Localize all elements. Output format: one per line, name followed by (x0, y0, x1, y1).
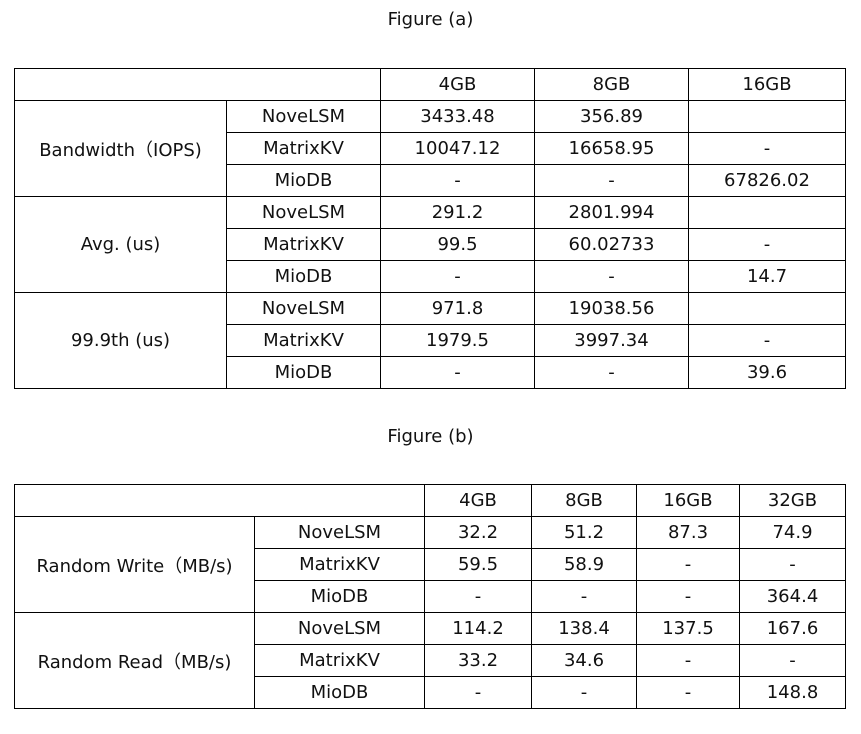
figure-b-table: 4GB 8GB 16GB 32GB Random Write（MB/s) NoveLSM 3… (14, 484, 846, 709)
table-row: Avg. (us) NoveLSM 291.2 2801.994 (14, 196, 846, 293)
value-cell: - (688, 324, 846, 357)
value-cell: - (531, 580, 637, 613)
value-cell: 19038.56 (534, 292, 689, 325)
column-header: 8GB (534, 68, 689, 101)
system-label: MatrixKV (226, 132, 381, 165)
value-cell: 39.6 (688, 356, 846, 389)
value-cell: 364.4 (739, 580, 846, 613)
system-label: MioDB (226, 260, 381, 293)
system-label: MatrixKV (254, 548, 425, 581)
value-cell: - (380, 260, 535, 293)
value-cell: - (636, 644, 740, 677)
value-cell: - (534, 356, 689, 389)
value-cell: 3433.48 (380, 100, 535, 133)
value-cell: 10047.12 (380, 132, 535, 165)
column-header: 16GB (688, 68, 846, 101)
value-cell: - (739, 548, 846, 581)
value-cell: 291.2 (380, 196, 535, 229)
value-cell: - (380, 164, 535, 197)
system-label: MioDB (226, 356, 381, 389)
metric-label: Random Read（MB/s) (14, 612, 255, 709)
value-cell: 3997.34 (534, 324, 689, 357)
column-header: 4GB (424, 484, 532, 517)
value-cell: - (688, 228, 846, 261)
value-cell: - (531, 676, 637, 709)
system-label: MioDB (254, 580, 425, 613)
value-cell: - (380, 356, 535, 389)
value-cell: 356.89 (534, 100, 689, 133)
value-cell: 1979.5 (380, 324, 535, 357)
value-cell: - (636, 580, 740, 613)
metric-label: 99.9th (us) (14, 292, 227, 389)
table-row: MatrixKV 59.5 58.9- - (15, 548, 846, 581)
value-cell: 34.6 (531, 644, 637, 677)
table-row: Random Write（MB/s) NoveLSM 32.2 51.2 87.3 74.… (14, 516, 846, 613)
value-cell: 60.02733 (534, 228, 689, 261)
figure-a-title: Figure (a) (387, 9, 474, 30)
system-label: NoveLSM (226, 196, 381, 229)
header-row: 4GB 8GB 16GB (14, 68, 846, 101)
column-header: 8GB (531, 484, 637, 517)
value-cell: 148.8 (739, 676, 846, 709)
table-row: 99.9th (us) NoveLSM 971.8 19038.56 (14, 292, 846, 389)
value-cell: 67826.02 (688, 164, 846, 197)
header-corner-cell (14, 484, 425, 517)
table-row: Bandwidth（IOPS) NoveLSM 3433.48 356.89 (14, 100, 846, 197)
system-label: MatrixKV (226, 228, 381, 261)
header-corner-cell (14, 68, 381, 101)
value-cell: - (636, 548, 740, 581)
value-cell: 114.2 (424, 612, 532, 645)
value-cell: 137.5 (636, 612, 740, 645)
table-row: MatrixKV 10047.12 16658.95- (15, 132, 846, 165)
value-cell: - (636, 676, 740, 709)
system-label: NoveLSM (226, 100, 381, 133)
value-cell: 74.9 (739, 516, 846, 549)
value-cell (688, 292, 846, 325)
value-cell: 59.5 (424, 548, 532, 581)
table-row: MioDB - - -148.8 (15, 676, 846, 709)
value-cell: 58.9 (531, 548, 637, 581)
system-label: NoveLSM (254, 516, 425, 549)
table-row: Random Read（MB/s) NoveLSM 114.2 138.4 137.5 1… (14, 612, 846, 709)
value-cell: - (534, 260, 689, 293)
table-row: MioDB - -14.7 (15, 260, 846, 293)
column-header: 16GB (636, 484, 740, 517)
value-cell: 167.6 (739, 612, 846, 645)
system-label: NoveLSM (226, 292, 381, 325)
table-row: MatrixKV 33.2 34.6- - (15, 644, 846, 677)
system-label: NoveLSM (254, 612, 425, 645)
value-cell: - (424, 676, 532, 709)
value-cell: - (424, 580, 532, 613)
value-cell (688, 196, 846, 229)
value-cell: 16658.95 (534, 132, 689, 165)
value-cell: 87.3 (636, 516, 740, 549)
metric-label: Bandwidth（IOPS) (14, 100, 227, 197)
figure-b-title: Figure (b) (387, 426, 474, 447)
value-cell: - (739, 644, 846, 677)
column-header: 32GB (739, 484, 846, 517)
value-cell: 138.4 (531, 612, 637, 645)
value-cell: 99.5 (380, 228, 535, 261)
value-cell: 14.7 (688, 260, 846, 293)
value-cell: 32.2 (424, 516, 532, 549)
value-cell: 33.2 (424, 644, 532, 677)
value-cell: - (688, 132, 846, 165)
column-header: 4GB (380, 68, 535, 101)
value-cell: 971.8 (380, 292, 535, 325)
metric-label: Random Write（MB/s) (14, 516, 255, 613)
table-row: MioDB - -39.6 (15, 356, 846, 389)
value-cell: - (534, 164, 689, 197)
header-row: 4GB 8GB 16GB 32GB (14, 484, 846, 517)
figure-a-table: 4GB 8GB 16GB Bandwidth（IOPS) NoveLSM 3433.48 3… (14, 68, 846, 389)
value-cell (688, 100, 846, 133)
metric-label: Avg. (us) (14, 196, 227, 293)
system-label: MioDB (226, 164, 381, 197)
value-cell: 51.2 (531, 516, 637, 549)
system-label: MioDB (254, 676, 425, 709)
system-label: MatrixKV (226, 324, 381, 357)
value-cell: 2801.994 (534, 196, 689, 229)
system-label: MatrixKV (254, 644, 425, 677)
